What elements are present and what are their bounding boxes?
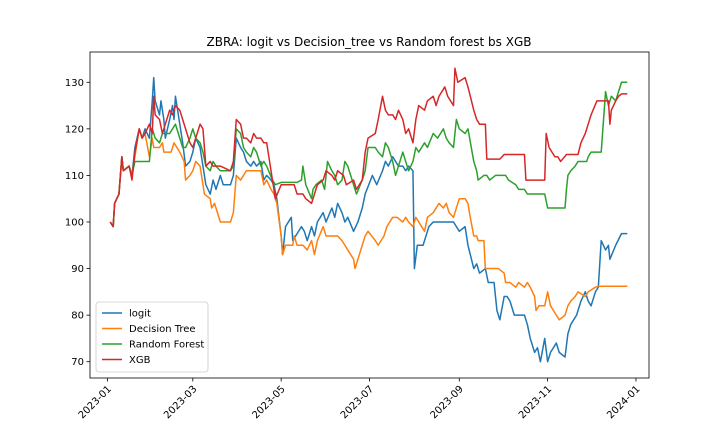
y-tick-label: 70 [71,357,84,368]
series-line-decision-tree [109,128,628,321]
y-axis: 70 80 90 100 110 120 130 [65,78,90,368]
x-tick-label: 2024-01 [605,384,642,421]
y-tick-label: 130 [65,78,84,89]
legend-label: Random Forest [129,340,204,351]
legend-label: Decision Tree [129,324,196,335]
x-axis: 2023-01 2023-03 2023-05 2023-07 2023-09 2023-… [77,378,643,421]
y-tick-label: 90 [71,264,84,275]
y-tick-label: 80 [71,311,84,322]
x-tick-label: 2023-03 [162,384,199,421]
legend-label: logit [129,309,151,320]
x-tick-label: 2023-09 [429,384,466,421]
x-tick-label: 2023-11 [517,384,554,421]
x-tick-label: 2023-01 [77,384,114,421]
series-line-xgb [109,67,628,228]
series-line-logit [109,76,628,363]
x-tick-label: 2023-07 [339,384,376,421]
legend-label: XGB [129,355,151,366]
x-tick-label: 2023-05 [250,384,287,421]
y-tick-label: 100 [65,217,84,228]
y-tick-label: 110 [65,171,84,182]
y-tick-label: 120 [65,124,84,135]
legend-box [95,301,209,373]
series-layer [109,67,628,363]
series-line-random-forest [109,81,628,228]
legend: logit Decision Tree Random Forest XGB [95,301,209,373]
chart-title: ZBRA: logit vs Decision_tree vs Random f… [206,35,531,49]
